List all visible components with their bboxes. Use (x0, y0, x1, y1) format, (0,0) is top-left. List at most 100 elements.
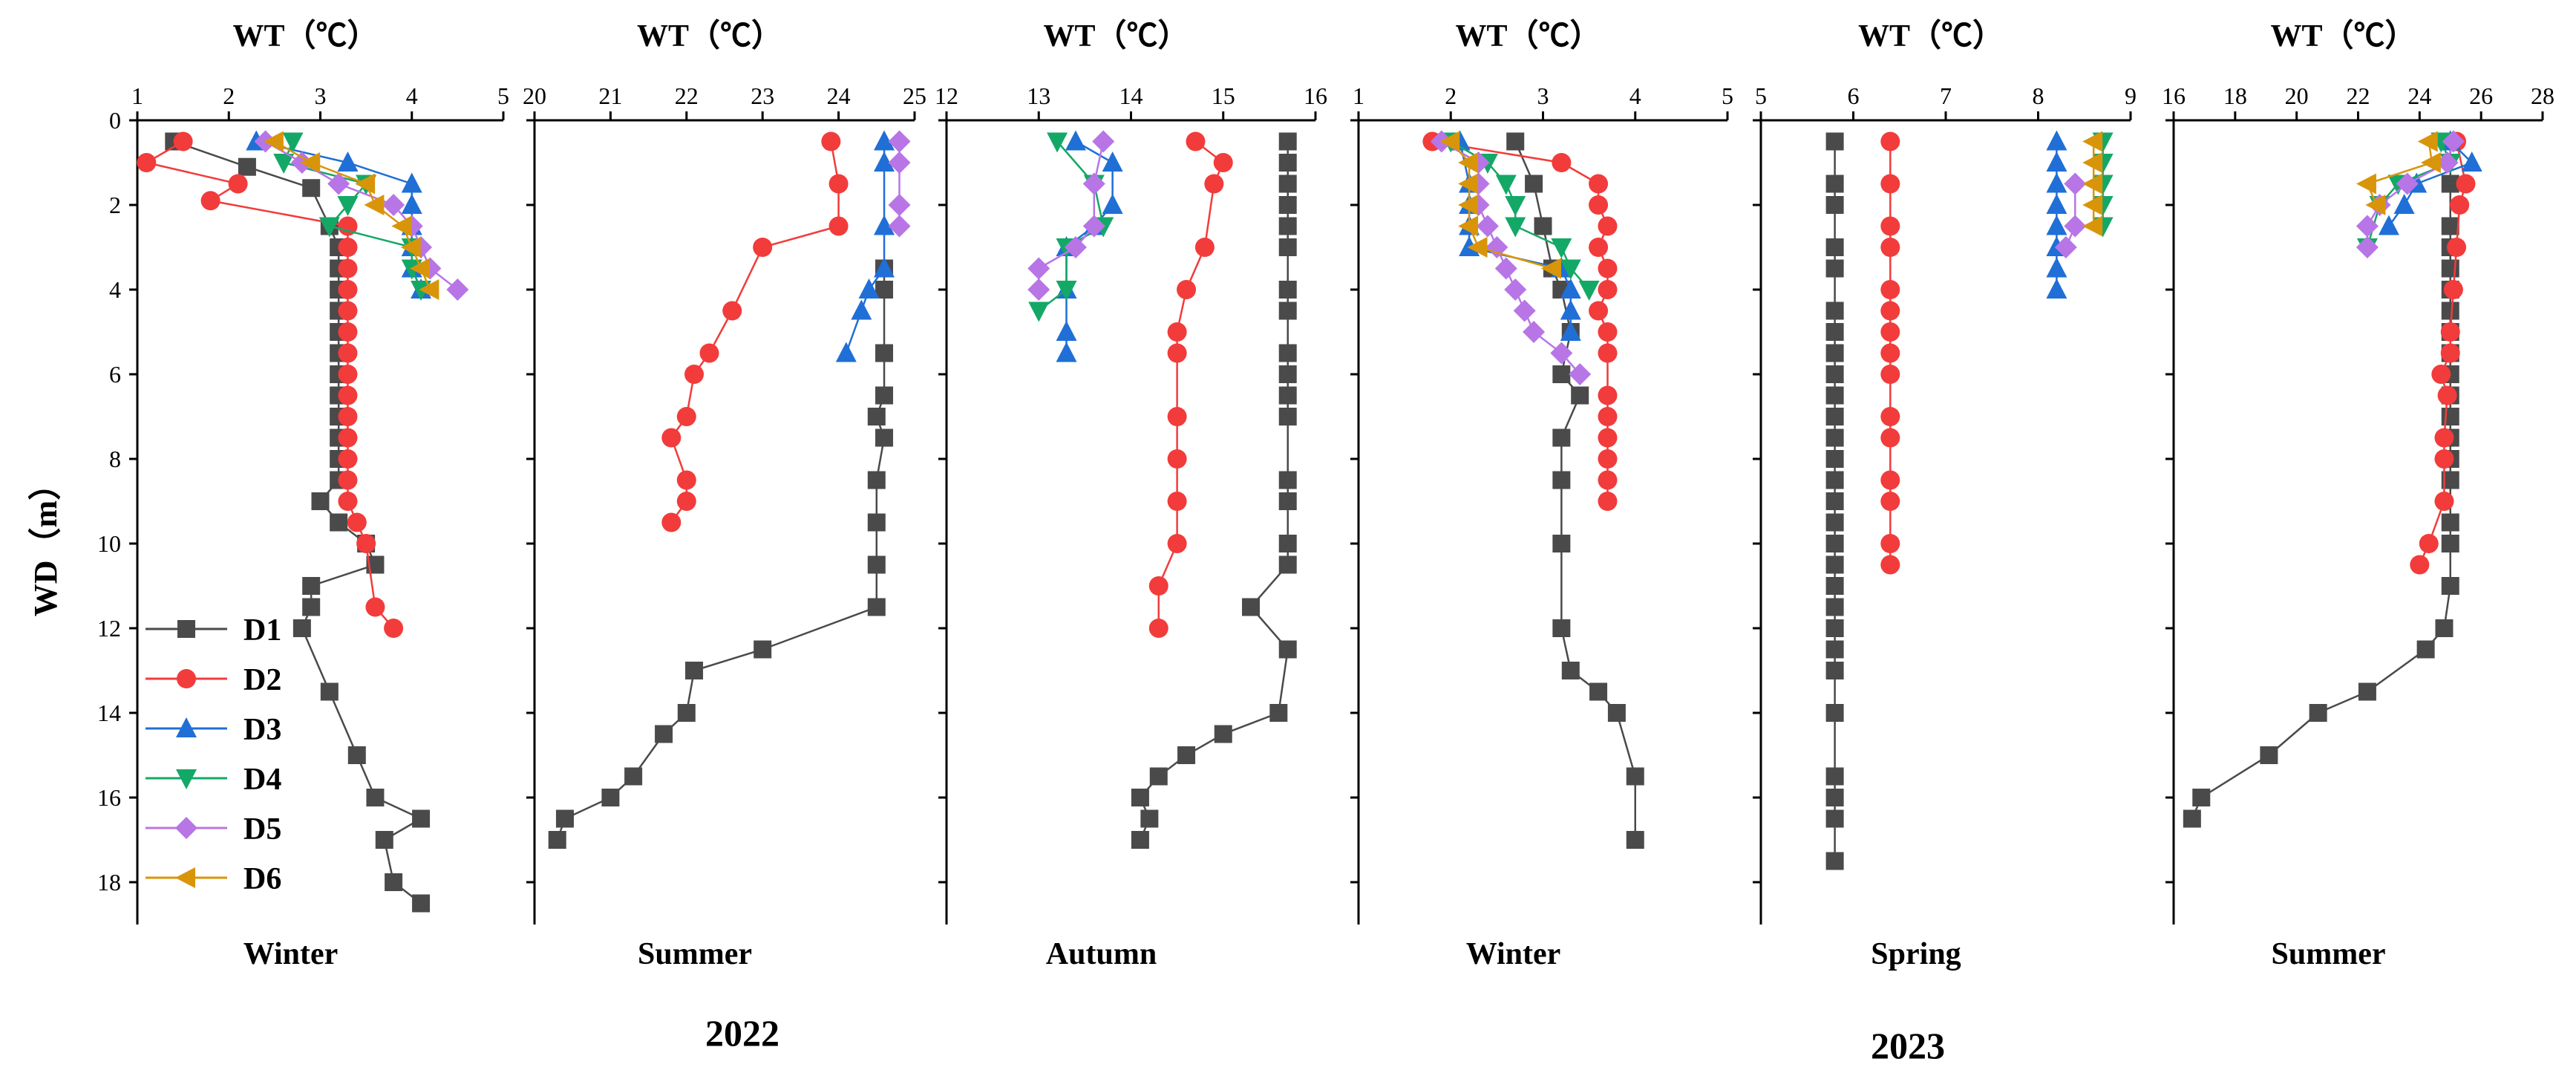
data-point (867, 408, 886, 425)
data-point (1589, 301, 1609, 321)
data-point (1065, 130, 1086, 151)
series-d1 (2183, 132, 2459, 828)
data-point (1598, 428, 1618, 448)
series-d2 (2410, 131, 2476, 575)
legend-item-d2: D2 (146, 663, 281, 697)
data-point (1506, 132, 1525, 151)
series-d6 (2082, 131, 2103, 237)
data-point (2437, 385, 2457, 405)
data-point (1825, 175, 1844, 193)
x-tick-label: 13 (1027, 82, 1050, 109)
data-point (1598, 258, 1618, 278)
data-point (1278, 301, 1297, 320)
data-point (555, 809, 574, 828)
data-point (1825, 852, 1844, 870)
legend-item-d3: D3 (146, 713, 281, 747)
data-point (2309, 704, 2327, 722)
data-point (875, 386, 894, 405)
series-d1 (1506, 132, 1644, 849)
data-point (400, 237, 421, 258)
y-tick-label: 2 (109, 192, 121, 218)
data-point (338, 280, 358, 299)
data-point (1278, 175, 1297, 193)
data-point (867, 471, 886, 489)
series-d6 (1439, 131, 1561, 279)
data-point (1056, 342, 1077, 362)
data-point (1102, 194, 1123, 214)
x-tick-label: 5 (1722, 82, 1733, 109)
data-point (1213, 153, 1233, 172)
data-point (867, 513, 886, 532)
data-point (2082, 173, 2103, 195)
data-point (2365, 195, 2386, 215)
data-point (1880, 174, 1900, 194)
x-tick-label: 2 (223, 82, 235, 109)
data-point (2082, 131, 2103, 152)
series-line (845, 141, 886, 353)
data-point (411, 281, 432, 301)
data-point (2046, 278, 2067, 299)
data-point (1825, 619, 1844, 637)
data-point (624, 767, 643, 786)
data-point (1278, 408, 1297, 425)
data-point (2442, 130, 2465, 153)
data-point (1552, 471, 1571, 489)
data-point (1534, 217, 1552, 235)
series-d2 (1148, 131, 1233, 638)
x-tick-label: 24 (827, 82, 851, 109)
data-point (1825, 344, 1844, 362)
data-point (1278, 471, 1297, 489)
data-point (1825, 365, 1844, 383)
legend-label: D3 (243, 713, 281, 747)
data-point (601, 789, 620, 806)
data-point (1825, 132, 1844, 151)
x-tick-label: 1 (131, 82, 143, 109)
data-point (1598, 385, 1618, 405)
data-point (874, 257, 895, 278)
x-tick-label: 20 (2285, 82, 2309, 109)
data-point (338, 343, 358, 363)
season-label: Spring (1871, 937, 1961, 971)
data-point (1598, 449, 1618, 469)
y-tick-label: 14 (97, 700, 121, 726)
legend: D1 D2 D3 D4 D5 D6 (146, 613, 281, 896)
data-point (1825, 535, 1844, 552)
data-point (2054, 236, 2077, 258)
data-point (828, 216, 849, 236)
data-point (2440, 322, 2460, 342)
data-point (1825, 598, 1844, 616)
data-point (2064, 215, 2087, 238)
data-point (1167, 492, 1187, 511)
data-point (338, 365, 358, 384)
data-point (401, 259, 422, 280)
data-point (1561, 662, 1580, 679)
x-tick-label: 16 (2162, 82, 2186, 109)
series-d6 (2356, 131, 2441, 215)
series-d5 (1027, 130, 1115, 301)
data-point (2393, 194, 2415, 214)
data-point (1551, 238, 1572, 258)
data-point (137, 153, 157, 172)
data-point (867, 555, 886, 574)
data-point (302, 598, 321, 616)
data-point (1607, 704, 1626, 722)
data-point (1560, 278, 1581, 299)
data-point (874, 130, 895, 151)
data-point (1047, 132, 1068, 153)
data-point (1278, 535, 1297, 552)
data-point (1278, 640, 1297, 659)
data-point (1278, 365, 1297, 383)
x-tick-label: 12 (935, 82, 958, 109)
legend-item-d5: D5 (146, 812, 281, 847)
data-point (685, 662, 704, 679)
data-point (338, 449, 358, 469)
panel-4: 1 2 3 4 5 WT（℃） Winter (1350, 19, 1733, 971)
data-point (1825, 640, 1844, 659)
data-point (2356, 173, 2376, 195)
data-point (875, 428, 894, 447)
data-point (263, 131, 284, 152)
x-tick-label: 3 (1537, 82, 1549, 109)
data-point (2416, 640, 2435, 659)
year-label-2023: 2023 (1871, 1025, 1945, 1066)
y-tick-label: 0 (109, 107, 121, 134)
